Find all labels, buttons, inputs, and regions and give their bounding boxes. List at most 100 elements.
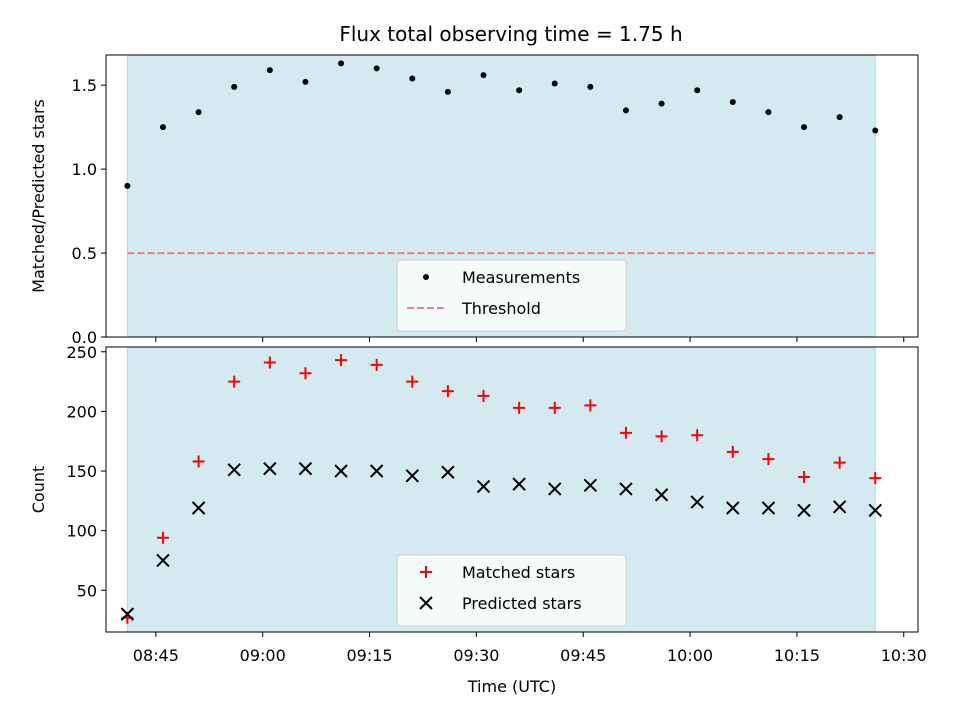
predicted-stars-point	[120, 607, 135, 621]
predicted-stars-point	[583, 478, 598, 493]
y-axis-label: Count	[29, 466, 48, 514]
x-tick-label: 10:30	[881, 646, 927, 665]
matched-stars-point	[513, 401, 526, 414]
predicted-stars-point	[405, 469, 419, 483]
x-tick-label: 10:00	[667, 646, 713, 665]
predicted-stars-point	[832, 500, 847, 514]
bottom-panel: 50 100 150 200 250 08:45 09:00 09:15 09:30 09:45 1…	[29, 343, 927, 696]
axes-frame	[105, 54, 919, 338]
legend-matched-swatch	[420, 566, 432, 578]
y-tick-label: 200	[66, 402, 97, 421]
matched-stars-point	[619, 426, 632, 439]
matched-stars-point	[299, 367, 312, 380]
predicted-stars-point	[868, 503, 882, 518]
matched-stars-point	[406, 375, 419, 388]
matched-stars-point	[584, 399, 597, 412]
matched-stars-point	[370, 358, 383, 371]
x-tick-label: 10:15	[774, 646, 820, 665]
predicted-stars-point	[797, 503, 811, 518]
y-tick-label: 50	[77, 581, 97, 600]
measurement-point	[480, 72, 487, 79]
measurement-point	[338, 60, 345, 67]
matched-stars-point	[655, 430, 668, 443]
measurement-point	[266, 67, 273, 74]
measurement-point	[622, 107, 629, 114]
measurement-point	[836, 114, 843, 121]
measurement-point	[551, 80, 558, 87]
measurement-point	[444, 88, 451, 95]
measurement-point	[658, 100, 665, 107]
matched-stars-point	[869, 472, 882, 485]
legend-measurement-swatch	[423, 274, 429, 280]
matched-stars-point	[228, 375, 241, 388]
predicted-stars-point	[476, 479, 491, 494]
legend-box	[396, 259, 627, 332]
measurement-point	[729, 99, 736, 105]
predicted-stars-point	[690, 495, 704, 509]
measurement-point	[872, 127, 879, 134]
top-panel: 0.0 0.5 1.0 1.5 Matched/Predicted stars Measu…	[29, 54, 919, 347]
matched-stars-point	[335, 354, 348, 367]
measurement-point	[302, 78, 309, 85]
predicted-stars-point	[298, 461, 313, 476]
legend-label: Threshold	[461, 299, 541, 318]
matched-stars-point	[263, 356, 276, 369]
matched-stars-point	[441, 385, 454, 398]
predicted-stars-point	[334, 464, 348, 478]
x-tick-label: 09:15	[346, 646, 392, 665]
predicted-stars-point	[512, 477, 526, 491]
matched-stars-point	[548, 401, 561, 414]
matched-stars-point	[762, 453, 775, 466]
measurement-point	[765, 109, 772, 116]
measurement-point	[587, 83, 594, 90]
matched-stars-point	[798, 470, 811, 483]
y-tick-label: 100	[66, 522, 97, 541]
matched-stars-point	[156, 531, 169, 544]
axes-frame	[105, 346, 919, 633]
legend-label: Matched stars	[462, 563, 575, 582]
predicted-stars-point	[369, 464, 384, 478]
measurement-point	[516, 87, 523, 94]
measurement-point	[694, 87, 701, 94]
x-tick-label: 09:00	[240, 646, 286, 665]
y-tick-label: 0.5	[72, 244, 97, 263]
legend-label: Predicted stars	[462, 594, 582, 613]
y-tick-label: 0.0	[72, 328, 97, 347]
x-tick-label: 08:45	[133, 646, 179, 665]
x-tick-label: 09:30	[453, 646, 499, 665]
legend: Matched stars Predicted stars	[396, 554, 627, 627]
y-tick-label: 1.5	[72, 76, 97, 95]
predicted-stars-point	[227, 463, 241, 477]
legend-label: Measurements	[462, 268, 580, 287]
predicted-stars-point	[548, 482, 562, 496]
matched-stars-point	[691, 429, 704, 442]
measurement-point	[124, 182, 131, 189]
predicted-stars-point	[441, 465, 455, 479]
y-tick-label: 1.0	[72, 160, 97, 179]
y-tick-label: 250	[66, 343, 97, 362]
matched-stars-point	[726, 445, 739, 458]
measurement-point	[159, 124, 166, 131]
legend-predicted-swatch	[419, 596, 433, 610]
predicted-stars-point	[654, 488, 669, 502]
predicted-stars-point	[263, 461, 277, 476]
predicted-stars-point	[191, 501, 206, 515]
x-tick-label: 09:45	[560, 646, 606, 665]
matched-stars-point	[192, 455, 205, 468]
y-axis-label: Matched/Predicted stars	[29, 99, 48, 293]
measurement-point	[231, 83, 238, 90]
measurement-point	[801, 124, 808, 131]
legend-box	[396, 554, 627, 627]
measurement-point	[373, 65, 380, 72]
measurement-point	[195, 109, 202, 116]
predicted-stars-point	[726, 501, 740, 515]
x-axis-label: Time (UTC)	[467, 677, 556, 696]
matched-stars-point	[477, 389, 490, 402]
predicted-stars-point	[156, 553, 170, 568]
matched-stars-point	[833, 456, 846, 469]
legend: Measurements Threshold	[396, 259, 627, 332]
measurement-point	[409, 75, 416, 82]
predicted-stars-point	[619, 482, 633, 496]
chart-title: Flux total observing time = 1.75 h	[339, 22, 682, 46]
